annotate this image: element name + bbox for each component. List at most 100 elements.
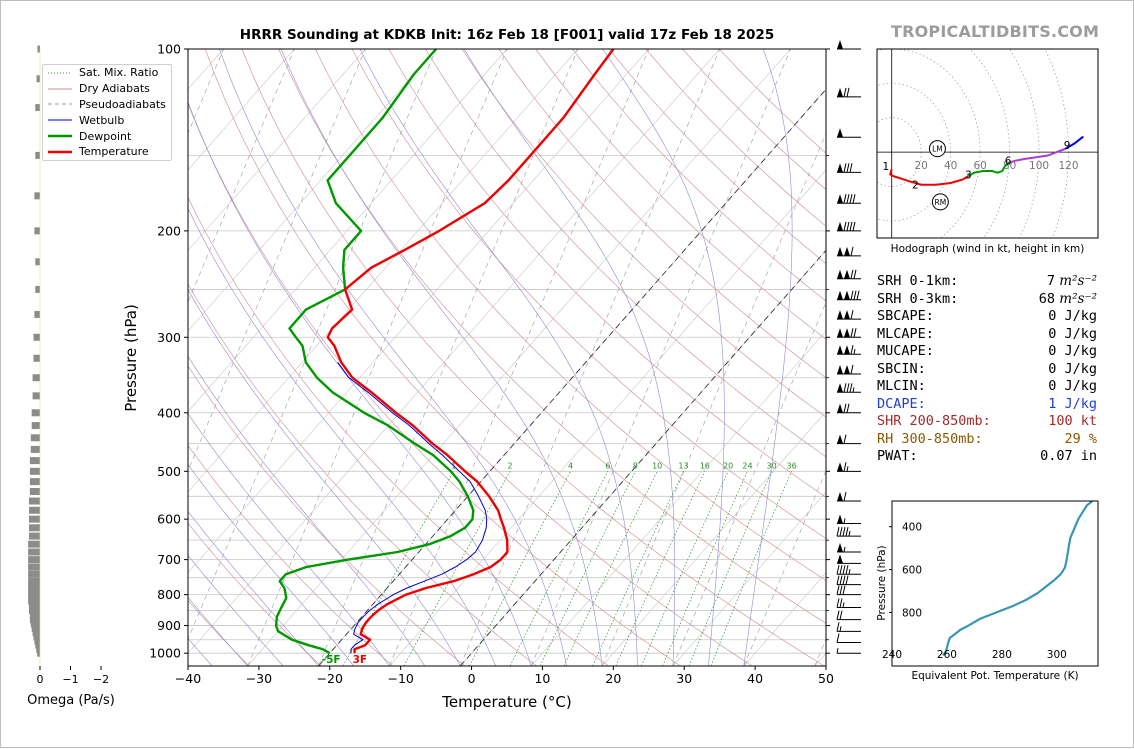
- theta-e-x-tick-label: 260: [937, 649, 957, 661]
- barb-half: [844, 518, 845, 523]
- stat-label: MLCIN:: [877, 378, 926, 396]
- omega-bar: [37, 46, 40, 53]
- legend-swatch: [47, 131, 73, 141]
- hodograph-height-label: 1: [882, 161, 889, 173]
- legend-swatch: [47, 68, 73, 78]
- barb-flag: [844, 365, 850, 374]
- barb-flag: [844, 328, 850, 337]
- stat-unit: m²s⁻²: [1055, 273, 1097, 289]
- legend-label: Temperature: [79, 145, 149, 158]
- x-tick-label: 10: [534, 671, 550, 686]
- y-tick-label: 700: [157, 552, 181, 567]
- x-tick-label: −20: [317, 671, 343, 686]
- legend-item: Sat. Mix. Ratio: [43, 65, 171, 81]
- wind-barbs: [837, 40, 861, 653]
- hodograph-height-label: 2: [912, 180, 919, 192]
- x-tick-label: 0: [468, 671, 476, 686]
- wind-barb: [837, 163, 861, 172]
- y-tick-label: 500: [157, 464, 181, 479]
- barb-full: [844, 194, 846, 203]
- barb-full: [837, 565, 839, 574]
- stat-row: DCAPE:1 J/kg: [877, 396, 1097, 414]
- barb-full: [844, 163, 846, 172]
- x-tick-label: 50: [818, 671, 834, 686]
- stat-row: MLCAPE:0 J/kg: [877, 326, 1097, 344]
- omega-bar: [28, 571, 40, 578]
- wind-barb: [837, 576, 861, 585]
- barb-full: [854, 270, 856, 279]
- omega-bar: [30, 478, 40, 485]
- barb-flag: [844, 345, 850, 354]
- theta-e-x-label: Equivalent Pot. Temperature (K): [911, 670, 1078, 682]
- x-tick-label: −40: [175, 671, 201, 686]
- barb-full: [851, 291, 853, 300]
- y-tick-label: 1000: [149, 646, 181, 661]
- mixing-ratio-label: 16: [700, 461, 710, 470]
- barb-flag: [844, 270, 850, 279]
- omega-bar: [28, 563, 40, 570]
- mixing-ratio-line: [641, 471, 728, 666]
- barb-full: [837, 598, 839, 607]
- hodograph-ring-label: 40: [944, 160, 957, 172]
- barb-flag: [837, 345, 843, 354]
- stat-number: 0 J/kg: [1048, 378, 1097, 394]
- barb-flag: [837, 492, 843, 501]
- stat-row: SHR 200-850mb:100 kt: [877, 413, 1097, 431]
- legend-item: Temperature: [43, 144, 171, 160]
- stat-number: 100 kt: [1048, 413, 1097, 429]
- x-tick-label: 20: [605, 671, 621, 686]
- omega-bar: [35, 258, 40, 265]
- barb-full: [847, 404, 849, 413]
- legend-item: Wetbulb: [43, 112, 171, 128]
- stat-number: 0.07 in: [1040, 448, 1097, 464]
- theta-e-y-label: Pressure (hPa): [876, 545, 888, 620]
- wind-barb: [837, 128, 861, 137]
- stat-row: PWAT:0.07 in: [877, 448, 1097, 466]
- omega-bar: [33, 392, 40, 399]
- wind-barb: [837, 648, 861, 653]
- legend-item: Dewpoint: [43, 128, 171, 144]
- moist-adiabat: [130, 49, 496, 666]
- wind-barb: [837, 270, 861, 279]
- stat-label: SRH 0-3km:: [877, 291, 958, 309]
- mixing-ratio-label: 6: [605, 461, 610, 470]
- hodograph-ring-label: 100: [1029, 160, 1049, 172]
- omega-bar: [34, 355, 41, 362]
- moist-adiabat: [744, 49, 792, 666]
- omega-bar: [32, 409, 40, 416]
- barb-full: [844, 435, 846, 444]
- legend-item: Dry Adiabats: [43, 81, 171, 97]
- dewpoint-line: [276, 49, 473, 653]
- wind-barb: [837, 435, 861, 444]
- barb-full: [853, 194, 855, 203]
- omega-bar: [30, 468, 40, 475]
- wind-barb: [837, 543, 861, 552]
- stat-value: 1 J/kg: [1048, 396, 1097, 414]
- mixing-ratio-label: 24: [742, 461, 752, 470]
- mixing-ratio-label: 13: [678, 461, 688, 470]
- barb-flag: [837, 543, 843, 552]
- theta-e-area: [943, 501, 1093, 655]
- mixing-ratio-line: [689, 471, 772, 666]
- omega-bar: [28, 578, 40, 585]
- mixing-ratio-line: [616, 471, 705, 666]
- barb-full: [837, 527, 839, 536]
- barb-flag: [837, 514, 843, 523]
- dry-adiabat: [132, 49, 609, 666]
- x-tick-label: 30: [676, 671, 692, 686]
- barb-full: [851, 310, 853, 319]
- stat-number: 0 J/kg: [1048, 361, 1097, 377]
- hodograph-ring-label: 120: [1059, 160, 1079, 172]
- y-tick-label: 300: [157, 330, 181, 345]
- stat-number: 1 J/kg: [1048, 396, 1097, 412]
- wind-barb: [837, 598, 861, 607]
- wind-barb: [837, 291, 861, 300]
- barb-flag: [844, 247, 850, 256]
- omega-bar: [33, 374, 40, 381]
- barb-full: [846, 576, 848, 585]
- barb-flag: [844, 310, 850, 319]
- pseudoadiabat-line: [531, 49, 790, 666]
- omega-bar: [34, 311, 40, 318]
- barb-full: [847, 383, 849, 392]
